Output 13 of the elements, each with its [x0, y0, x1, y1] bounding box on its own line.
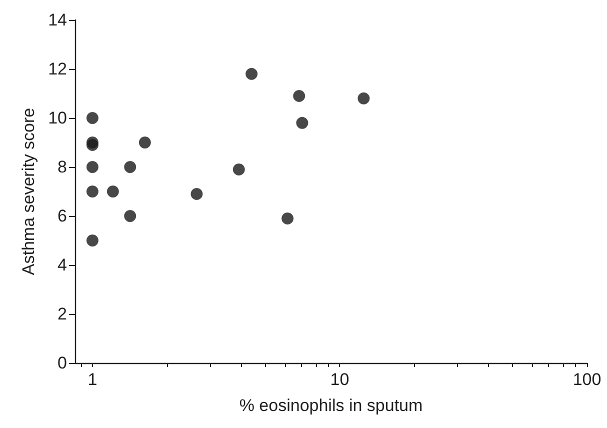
y-tick-label: 4	[58, 256, 67, 274]
y-axis-title: Asthma severity score	[19, 108, 38, 276]
x-tick-label: 100	[572, 370, 602, 389]
y-tick-label: 6	[58, 206, 67, 226]
y-tick-label: 2	[58, 304, 67, 324]
x-tick-label: 1	[88, 370, 98, 389]
y-tick-label: 10	[48, 108, 67, 128]
y-tick-label: 0	[58, 354, 67, 372]
y-tick-label: 12	[48, 60, 67, 78]
x-tick-label: 10	[330, 370, 350, 389]
y-tick-label: 8	[58, 158, 67, 176]
y-tick-label: 14	[48, 10, 67, 30]
x-axis-title: % eosinophils in sputum	[239, 396, 423, 415]
